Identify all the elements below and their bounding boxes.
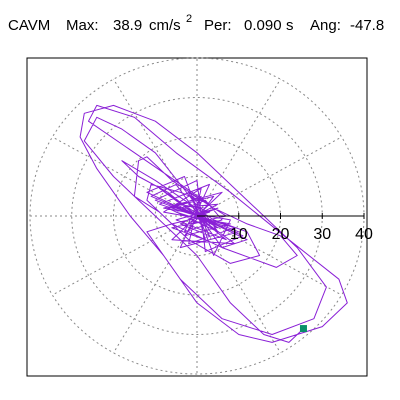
grid-spoke-240 [113, 215, 198, 354]
orbit-trace-path [79, 104, 348, 343]
radial-tick-label-30: 30 [313, 226, 331, 243]
max-value: 38.9 [113, 17, 142, 34]
max-unit: cm/s [149, 17, 181, 34]
end-point-marker [299, 325, 307, 333]
per-label: Per: [204, 17, 232, 34]
chart-header: CAVM Max: 38.9 cm/s 2 Per: 0.090 s Ang: … [8, 13, 384, 34]
end-marker-layer [299, 325, 307, 333]
chart-name: CAVM [8, 17, 50, 34]
orbit-trace [79, 104, 348, 343]
radial-tick-label-40: 40 [355, 226, 373, 243]
radial-axis: 10 20 30 40 [197, 213, 373, 243]
grid-spoke-300 [196, 215, 281, 354]
radial-tick-label-20: 20 [272, 226, 290, 243]
radial-tick-label-10: 10 [230, 226, 248, 243]
per-value: 0.090 [244, 17, 282, 34]
grid-spoke-30 [196, 136, 342, 217]
per-unit: s [286, 17, 294, 34]
grid-spoke-60 [196, 78, 281, 217]
ang-label: Ang: [310, 17, 341, 34]
max-label: Max: [66, 17, 99, 34]
max-unit-exponent: 2 [186, 13, 192, 25]
grid-spoke-210 [52, 215, 198, 296]
ang-value: -47.8 [350, 17, 384, 34]
